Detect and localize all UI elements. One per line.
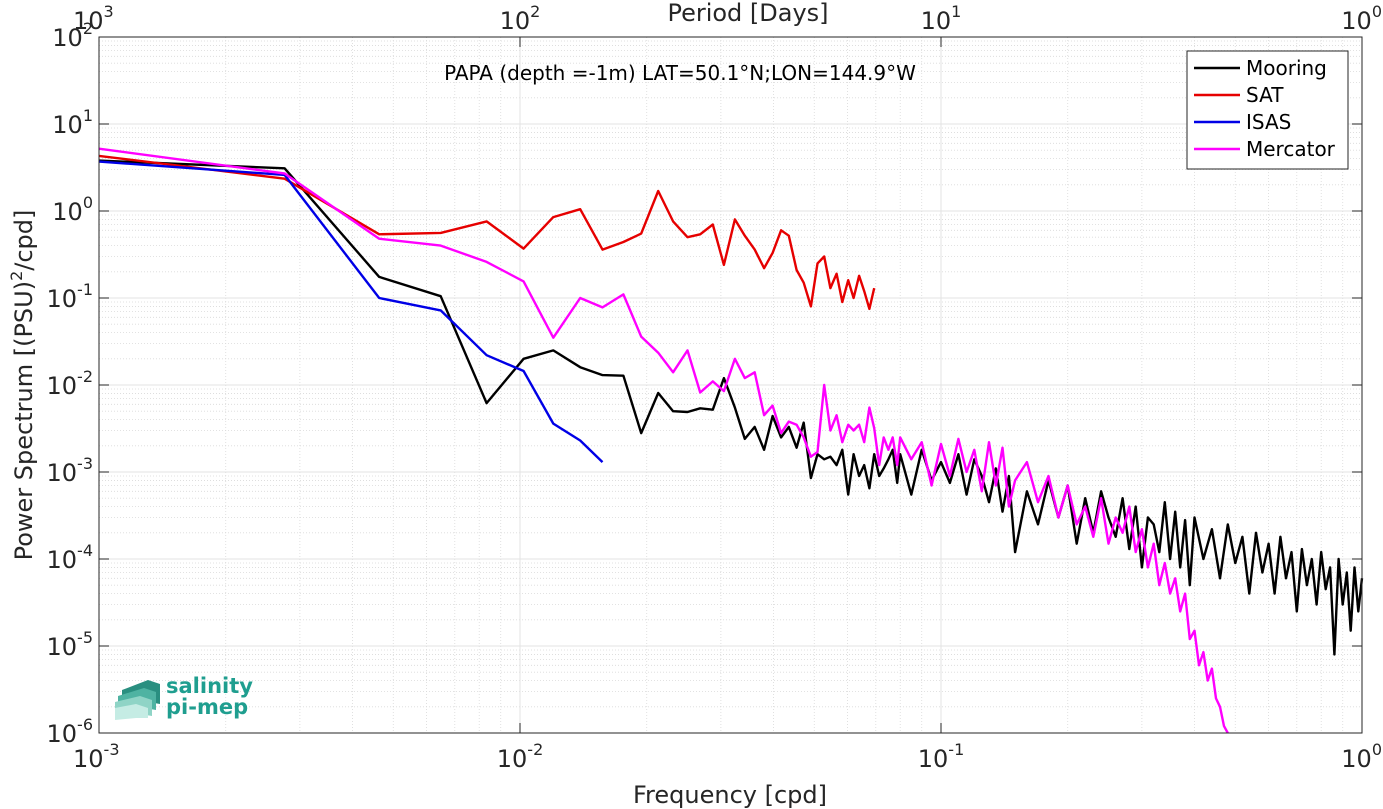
y-axis-title-exp: 2 <box>7 271 26 281</box>
y-tick-label: 100 <box>52 193 93 226</box>
grid <box>98 36 1363 734</box>
top-x-tick-label-base: 10 <box>500 7 531 35</box>
legend-label-mooring: Mooring <box>1246 56 1327 80</box>
x-tick-label-base: 10 <box>497 745 528 773</box>
logo-text-salinity: salinity <box>166 674 253 698</box>
y-tick-label: 10-5 <box>47 628 94 661</box>
top-x-tick-label-exp: 3 <box>104 2 114 21</box>
x-tick-label-base: 10 <box>918 745 949 773</box>
y-tick-label-exp: -1 <box>77 280 93 299</box>
x-tick-label-exp: -1 <box>948 740 964 759</box>
x-axis-title: Frequency [cpd] <box>633 781 827 809</box>
top-x-tick-label: 103 <box>73 2 114 35</box>
y-tick-label-exp: -4 <box>77 541 93 560</box>
y-tick-label: 10-6 <box>47 715 94 748</box>
x-tick-label: 100 <box>1341 740 1382 773</box>
top-x-tick-label-exp: 0 <box>1372 2 1382 21</box>
y-tick-label-base: 10 <box>52 198 83 226</box>
x-tick-label-exp: -2 <box>527 740 543 759</box>
top-x-tick-label: 102 <box>500 2 541 35</box>
y-tick-label: 10-3 <box>47 454 94 487</box>
y-tick-label-exp: -6 <box>77 715 93 734</box>
y-tick-label-exp: 0 <box>83 193 93 212</box>
y-tick-label-base: 10 <box>47 633 78 661</box>
y-tick-label-exp: -3 <box>77 454 93 473</box>
y-tick-label: 10-2 <box>47 367 94 400</box>
legend-items: Mooring SAT ISAS Mercator <box>1194 56 1336 161</box>
y-tick-label-exp: -2 <box>77 367 93 386</box>
top-x-tick-label-base: 10 <box>921 7 952 35</box>
y-tick-label-exp: 2 <box>83 19 93 38</box>
x-tick-label-exp: -3 <box>104 740 120 759</box>
y-axis-title-unit: /cpd] <box>10 210 38 271</box>
y-tick-label: 10-4 <box>47 541 94 574</box>
series-line-mercator <box>98 147 1229 734</box>
y-axis-title-main: Power Spectrum [(PSU) <box>10 281 38 560</box>
logo-waves-icon <box>115 680 160 720</box>
y-tick-label-base: 10 <box>47 546 78 574</box>
top-x-tick-label: 100 <box>1341 2 1382 35</box>
x-tick-label-base: 10 <box>1341 745 1372 773</box>
y-tick-label-base: 10 <box>52 24 83 52</box>
series-line-sat <box>98 154 876 311</box>
y-tick-label-base: 10 <box>47 459 78 487</box>
legend: Mooring SAT ISAS Mercator <box>1186 50 1349 170</box>
y-axis-title: Power Spectrum [(PSU)2/cpd] <box>7 210 38 561</box>
y-tick-label: 10-1 <box>47 280 94 313</box>
series-layer <box>98 147 1364 734</box>
series-line-isas <box>98 160 604 463</box>
x-tick-label: 10-1 <box>918 740 965 773</box>
x-tick-label: 10-2 <box>497 740 544 773</box>
y-tick-label-base: 10 <box>47 720 78 748</box>
x-tick-label-base: 10 <box>73 745 104 773</box>
top-x-tick-label-base: 10 <box>73 7 104 35</box>
y-tick-label-exp: 1 <box>83 106 93 125</box>
top-axis-title: Period [Days] <box>667 0 828 27</box>
y-tick-label-base: 10 <box>47 285 78 313</box>
y-tick-label: 101 <box>52 106 93 139</box>
series-line-mooring <box>98 159 1364 656</box>
x-tick-label: 10-3 <box>73 740 120 773</box>
legend-label-sat: SAT <box>1246 83 1284 107</box>
y-tick-label-exp: -5 <box>77 628 93 647</box>
salinity-pi-mep-logo: salinity pi-mep <box>115 674 253 720</box>
legend-label-isas: ISAS <box>1246 110 1291 134</box>
y-tick-label: 102 <box>52 19 93 52</box>
x-tick-label-exp: 0 <box>1372 740 1382 759</box>
logo-text-pi-mep: pi-mep <box>166 695 248 719</box>
chart-title: PAPA (depth =-1m) LAT=50.1°N;LON=144.9°W <box>444 61 916 85</box>
top-x-tick-label-base: 10 <box>1341 7 1372 35</box>
top-x-tick-label-exp: 1 <box>951 2 961 21</box>
legend-label-mercator: Mercator <box>1246 137 1336 161</box>
y-tick-label-base: 10 <box>47 372 78 400</box>
top-x-tick-label-exp: 2 <box>530 2 540 21</box>
y-tick-label-base: 10 <box>52 111 83 139</box>
top-x-tick-label: 101 <box>921 2 962 35</box>
